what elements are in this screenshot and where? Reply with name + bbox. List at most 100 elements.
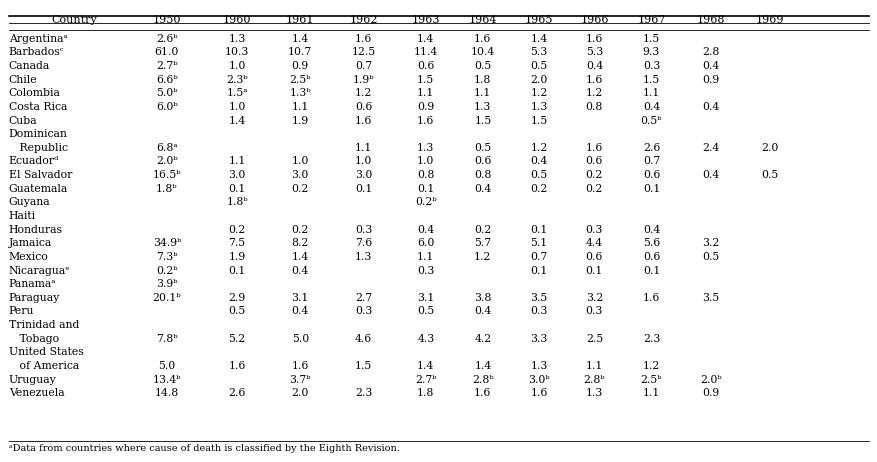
Text: 2.5: 2.5 [585, 334, 602, 344]
Text: 1.3: 1.3 [585, 388, 602, 398]
Text: 4.4: 4.4 [585, 238, 602, 248]
Text: 7.8ᵇ: 7.8ᵇ [156, 334, 177, 344]
Text: 5.0: 5.0 [291, 334, 309, 344]
Text: Uruguay: Uruguay [9, 375, 56, 384]
Text: Barbadosᶜ: Barbadosᶜ [9, 48, 64, 57]
Text: 2.0: 2.0 [760, 143, 778, 153]
Text: Venezuela: Venezuela [9, 388, 64, 398]
Text: 3.0: 3.0 [354, 170, 372, 180]
Text: 3.3: 3.3 [530, 334, 547, 344]
Text: 9.3: 9.3 [642, 48, 660, 57]
Text: 7.5: 7.5 [228, 238, 246, 248]
Text: 2.7ᵇ: 2.7ᵇ [415, 375, 436, 384]
Text: 1.6: 1.6 [642, 293, 660, 303]
Text: 1.5: 1.5 [530, 116, 547, 126]
Text: 0.8: 0.8 [474, 170, 491, 180]
Text: 3.0: 3.0 [291, 170, 309, 180]
Text: 0.5ᵇ: 0.5ᵇ [640, 116, 661, 126]
Text: 1.2: 1.2 [530, 143, 547, 153]
Text: 1.9: 1.9 [228, 252, 246, 262]
Text: 6.0ᵇ: 6.0ᵇ [156, 102, 177, 112]
Text: Costa Rica: Costa Rica [9, 102, 67, 112]
Text: 0.3: 0.3 [585, 306, 602, 316]
Text: 1.6: 1.6 [354, 34, 372, 44]
Text: 1.1: 1.1 [354, 143, 372, 153]
Text: 10.4: 10.4 [470, 48, 495, 57]
Text: 1.6: 1.6 [474, 34, 491, 44]
Text: 2.4: 2.4 [702, 143, 719, 153]
Text: 1967: 1967 [637, 15, 665, 25]
Text: 0.6: 0.6 [354, 102, 372, 112]
Text: 2.6: 2.6 [228, 388, 246, 398]
Text: 1963: 1963 [411, 15, 439, 25]
Text: 2.9: 2.9 [228, 293, 246, 303]
Text: 0.8: 0.8 [585, 102, 602, 112]
Text: 3.2: 3.2 [585, 293, 602, 303]
Text: Country: Country [51, 15, 96, 25]
Text: 1.4: 1.4 [417, 34, 434, 44]
Text: 5.6: 5.6 [642, 238, 660, 248]
Text: 1.4: 1.4 [291, 34, 309, 44]
Text: 1.2: 1.2 [354, 88, 372, 98]
Text: 0.5: 0.5 [530, 61, 547, 71]
Text: 10.7: 10.7 [288, 48, 312, 57]
Text: 1962: 1962 [349, 15, 377, 25]
Text: 0.7: 0.7 [354, 61, 372, 71]
Text: 1.8: 1.8 [474, 75, 491, 85]
Text: 1.2: 1.2 [474, 252, 491, 262]
Text: 1.1: 1.1 [417, 252, 434, 262]
Text: 2.6ᵇ: 2.6ᵇ [156, 34, 177, 44]
Text: Canada: Canada [9, 61, 50, 71]
Text: 0.2: 0.2 [474, 225, 491, 235]
Text: 7.6: 7.6 [354, 238, 372, 248]
Text: 0.2ᵇ: 0.2ᵇ [415, 197, 436, 207]
Text: 3.1: 3.1 [291, 293, 309, 303]
Text: 0.3: 0.3 [417, 266, 434, 275]
Text: 0.5: 0.5 [474, 61, 491, 71]
Text: 0.2: 0.2 [228, 225, 246, 235]
Text: 11.4: 11.4 [413, 48, 438, 57]
Text: 0.1: 0.1 [642, 184, 660, 194]
Text: 0.2: 0.2 [585, 170, 602, 180]
Text: 5.1: 5.1 [530, 238, 547, 248]
Text: 2.8ᵇ: 2.8ᵇ [583, 375, 604, 384]
Text: 2.3: 2.3 [642, 334, 660, 344]
Text: 0.2: 0.2 [585, 184, 602, 194]
Text: 13.4ᵇ: 13.4ᵇ [153, 375, 181, 384]
Text: 0.8: 0.8 [417, 170, 434, 180]
Text: 1.3: 1.3 [354, 252, 372, 262]
Text: 1.6: 1.6 [417, 116, 434, 126]
Text: 2.3ᵇ: 2.3ᵇ [226, 75, 247, 85]
Text: 0.9: 0.9 [291, 61, 309, 71]
Text: 1.2: 1.2 [585, 88, 602, 98]
Text: 0.7: 0.7 [642, 157, 660, 166]
Text: 0.4: 0.4 [585, 61, 602, 71]
Text: 1964: 1964 [468, 15, 496, 25]
Text: 12.5: 12.5 [351, 48, 375, 57]
Text: 0.9: 0.9 [702, 75, 719, 85]
Text: Colombia: Colombia [9, 88, 61, 98]
Text: 0.3: 0.3 [354, 306, 372, 316]
Text: 2.0ᵇ: 2.0ᵇ [700, 375, 721, 384]
Text: 0.4: 0.4 [417, 225, 434, 235]
Text: Republic: Republic [9, 143, 68, 153]
Text: United States: United States [9, 347, 83, 357]
Text: 1.0: 1.0 [417, 157, 434, 166]
Text: El Salvador: El Salvador [9, 170, 72, 180]
Text: 1960: 1960 [223, 15, 251, 25]
Text: 1.3: 1.3 [530, 102, 547, 112]
Text: 0.1: 0.1 [228, 266, 246, 275]
Text: 1.6: 1.6 [354, 116, 372, 126]
Text: Paraguay: Paraguay [9, 293, 60, 303]
Text: 0.4: 0.4 [530, 157, 547, 166]
Text: 1.8: 1.8 [417, 388, 434, 398]
Text: 3.8: 3.8 [474, 293, 491, 303]
Text: 16.5ᵇ: 16.5ᵇ [153, 170, 181, 180]
Text: 0.4: 0.4 [702, 102, 719, 112]
Text: 0.6: 0.6 [585, 157, 602, 166]
Text: 1.0: 1.0 [291, 157, 309, 166]
Text: 1.9: 1.9 [291, 116, 309, 126]
Text: 1968: 1968 [696, 15, 724, 25]
Text: 1.6: 1.6 [291, 361, 309, 371]
Text: Ecuadorᵈ: Ecuadorᵈ [9, 157, 59, 166]
